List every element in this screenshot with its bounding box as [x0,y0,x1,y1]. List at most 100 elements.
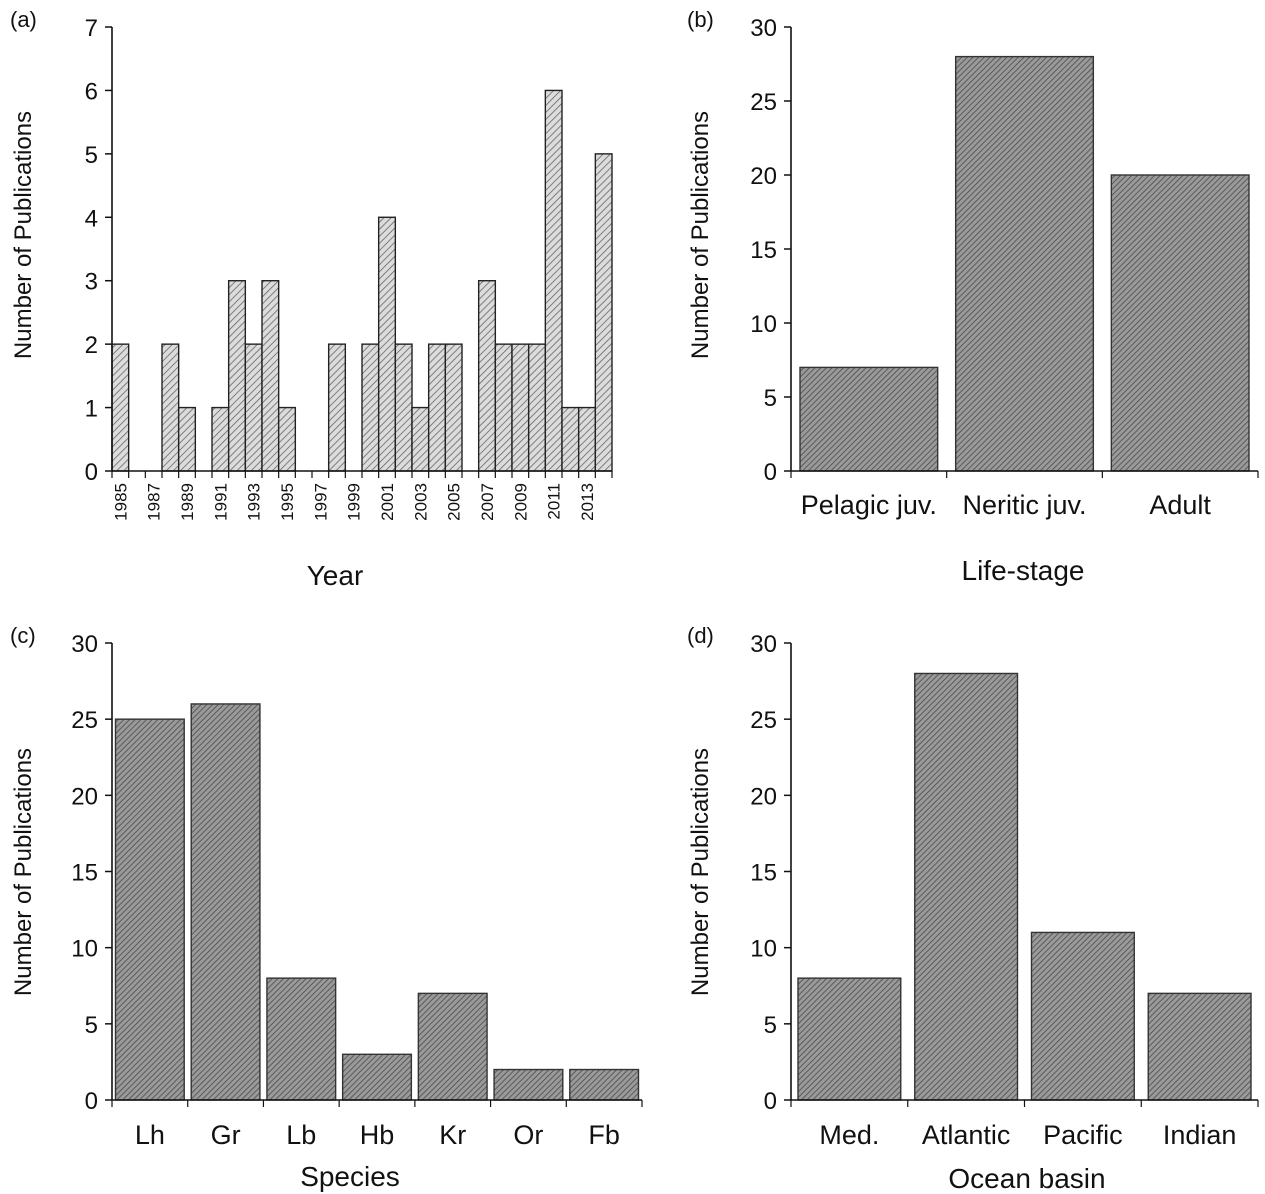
x-axis-label-b: Life-stage [962,555,1085,586]
x-tick-label: 1987 [145,483,164,521]
bar-pelagic-juv [799,366,939,472]
y-tick-labels-c: 0 5 10 15 20 25 30 [71,631,112,1115]
y-tick-label: 3 [85,269,98,296]
y-tick-label: 10 [71,936,98,963]
x-category-label: Kr [439,1120,466,1150]
panel-label-c: (c) [10,623,36,648]
bar-or [493,1068,564,1101]
bar-lb [266,977,337,1101]
y-tick-label: 25 [71,707,98,734]
bars-c [114,703,640,1101]
panel-c-species-chart: (c) 0 5 10 15 20 25 30 Lh Gr Lb Hb Kr Or Fb Number o… [10,623,643,1192]
x-tick-label: 1985 [111,483,130,521]
y-axis-label-d: Number of Publications [687,748,714,996]
x-tick-label: 1989 [178,483,197,521]
x-tick-label: 1993 [245,483,264,521]
y-tick-label: 2 [85,332,98,359]
x-category-label: Fb [588,1120,620,1150]
x-tick-label: 2007 [478,483,497,521]
bar-med [797,977,902,1101]
x-category-label: Lh [135,1120,165,1150]
bar-year-1993 [244,343,263,472]
x-tick-label: 1991 [211,483,230,521]
x-category-label: Or [513,1120,543,1150]
y-tick-labels-b: 0 5 10 15 20 25 30 [750,15,791,486]
x-category-label: Gr [211,1120,241,1150]
bar-year-1985 [111,343,130,472]
x-tick-label: 1997 [311,483,330,521]
bar-neritic-juv [954,55,1095,472]
y-tick-label: 0 [85,1088,98,1115]
y-tick-label: 0 [764,1088,777,1115]
bar-year-2014 [594,153,613,472]
axes-b [790,27,1258,472]
bar-year-2007 [477,280,497,472]
y-tick-label: 30 [750,15,777,42]
y-tick-label: 20 [71,783,98,810]
bar-year-1998 [327,343,347,472]
bar-year-1989 [177,406,197,472]
bar-fb [569,1068,640,1101]
bar-year-2010 [527,343,547,472]
x-axis-label-d: Ocean basin [948,1163,1105,1194]
y-tick-label: 15 [750,860,777,887]
x-category-label: Neritic juv. [962,490,1086,520]
x-tick-label: 2003 [411,483,430,521]
bar-atlantic [914,672,1019,1101]
bar-year-1992 [227,280,247,472]
bar-year-2004 [427,343,447,472]
panel-label-a: (a) [10,7,37,32]
y-tick-label: 20 [750,783,777,810]
x-tick-labels-a: 1985 1987 1989 1991 1993 1995 1997 1999 2001 2003… [111,471,613,521]
bar-adult [1110,174,1250,472]
bar-year-2005 [444,343,463,472]
bar-year-2012 [561,406,580,472]
x-tick-label: 2013 [578,483,597,521]
x-axis-label-c: Species [300,1161,400,1192]
x-category-label: Med. [819,1120,879,1150]
bar-year-1991 [211,406,230,472]
x-category-labels-c: Lh Gr Lb Hb Kr Or Fb [111,1100,643,1150]
x-category-labels-d: Med. Atlantic Pacific Indian [790,1100,1259,1150]
x-tick-label: 1999 [345,483,364,521]
bar-year-2003 [411,406,430,472]
x-category-label: Pacific [1043,1120,1123,1150]
y-tick-label: 5 [85,142,98,169]
y-axis-label-b: Number of Publications [687,111,714,359]
y-tick-label: 10 [750,936,777,963]
x-category-label: Lb [286,1120,316,1150]
x-category-labels-b: Pelagic juv. Neritic juv. Adult [790,471,1259,520]
y-tick-label: 4 [85,205,98,232]
y-axis-label-a: Number of Publications [10,111,37,359]
y-tick-label: 5 [764,385,777,412]
bar-year-2001 [377,216,397,472]
bars-a [111,89,613,472]
y-tick-label: 15 [750,237,777,264]
bar-year-2000 [361,343,380,472]
x-tick-label: 2009 [511,483,530,521]
bar-year-1994 [261,280,280,472]
bars-b [799,55,1250,472]
y-tick-label: 7 [85,15,98,42]
y-tick-label: 0 [85,459,98,486]
panel-label-b: (b) [687,7,714,32]
bar-year-1995 [277,406,297,472]
y-tick-label: 30 [71,631,98,658]
y-tick-label: 10 [750,311,777,338]
y-axis-label-c: Number of Publications [10,748,37,996]
x-category-label: Pelagic juv. [801,490,937,520]
bar-gr [190,703,261,1101]
bar-pacific [1030,931,1135,1101]
x-category-label: Atlantic [922,1120,1011,1150]
y-tick-label: 30 [750,631,777,658]
bar-lh [114,718,185,1101]
x-tick-label: 1995 [278,483,297,521]
bar-hb [341,1053,413,1101]
x-tick-label: 2005 [445,483,464,521]
y-tick-label: 15 [71,860,98,887]
y-tick-label: 5 [85,1012,98,1039]
y-tick-label: 25 [750,89,777,116]
panel-d-ocean-basin-chart: (d) 0 5 10 15 20 25 30 Med. Atlantic Pacific Indi… [687,623,1259,1194]
y-tick-label: 5 [764,1012,777,1039]
